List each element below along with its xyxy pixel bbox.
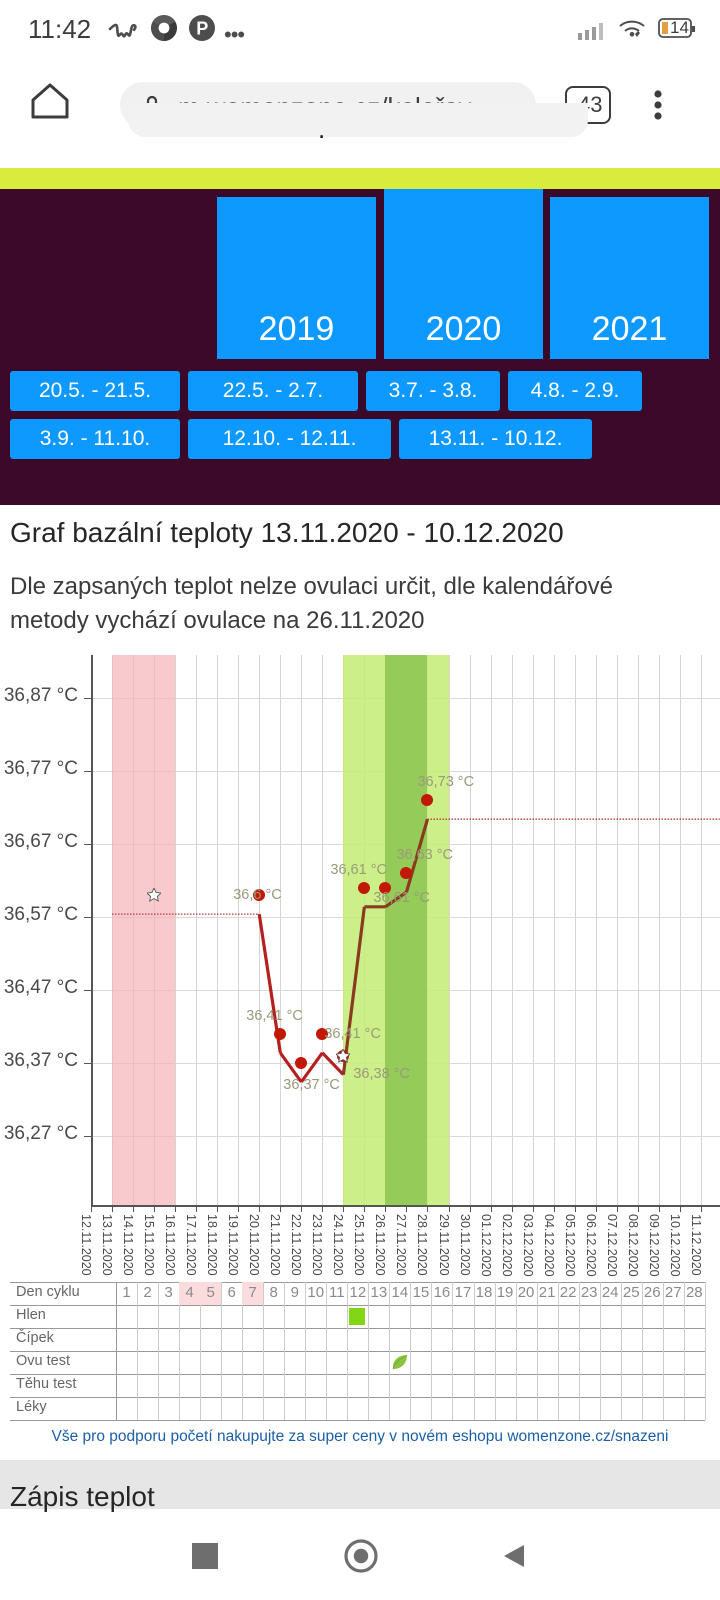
svg-text:P: P <box>196 18 208 38</box>
